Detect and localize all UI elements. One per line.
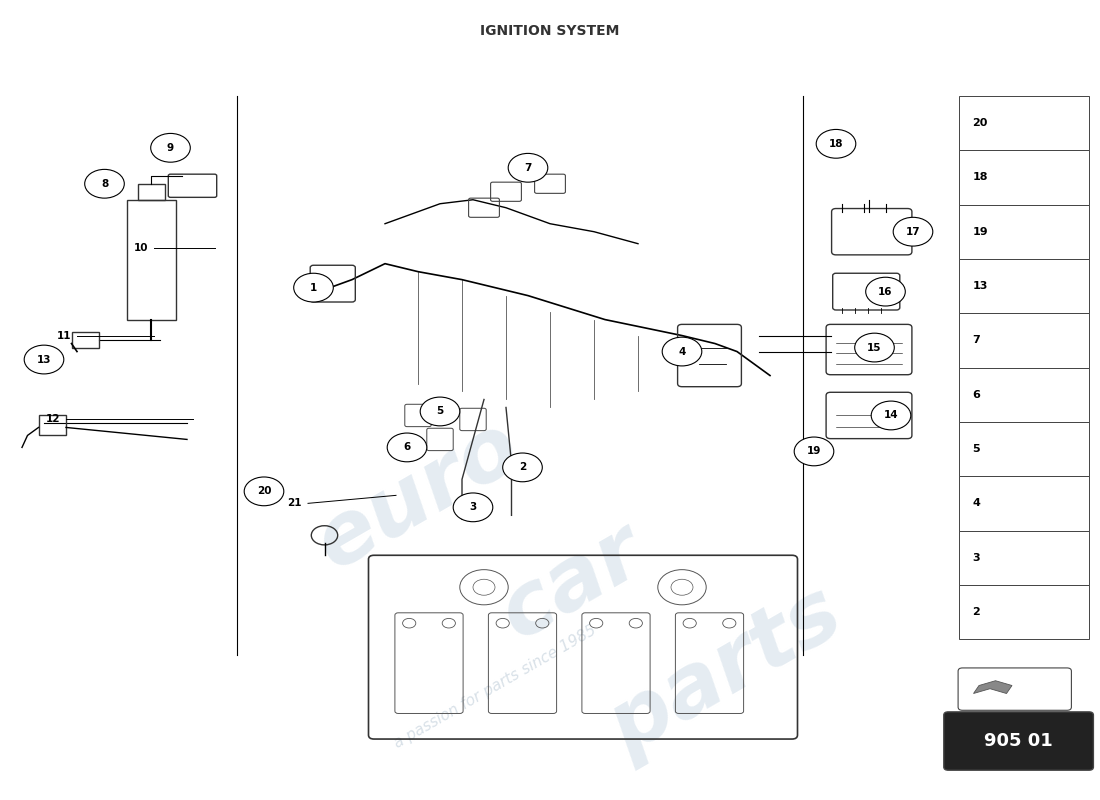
Text: 8: 8 [101,178,108,189]
Text: 2: 2 [519,462,526,472]
Text: parts: parts [595,571,857,770]
Circle shape [855,333,894,362]
Text: 16: 16 [878,286,893,297]
FancyBboxPatch shape [959,476,1089,530]
Text: 20: 20 [972,118,988,128]
FancyBboxPatch shape [958,668,1071,710]
Text: 18: 18 [972,172,988,182]
Circle shape [294,274,333,302]
Text: 14: 14 [883,410,899,421]
FancyBboxPatch shape [959,205,1089,259]
Circle shape [420,397,460,426]
Text: IGNITION SYSTEM: IGNITION SYSTEM [481,24,619,38]
Text: 10: 10 [133,242,148,253]
Circle shape [387,433,427,462]
Text: 4: 4 [679,346,685,357]
Text: 17: 17 [905,226,921,237]
Text: a passion for parts since 1985: a passion for parts since 1985 [392,623,598,751]
Text: 11: 11 [56,330,72,341]
Circle shape [85,170,124,198]
Text: 5: 5 [437,406,443,417]
Circle shape [453,493,493,522]
Text: 3: 3 [972,553,980,562]
Circle shape [662,337,702,366]
FancyBboxPatch shape [959,96,1089,150]
Text: 9: 9 [167,143,174,153]
FancyBboxPatch shape [959,367,1089,422]
Text: 13: 13 [36,354,52,365]
Text: car: car [485,510,659,657]
FancyBboxPatch shape [959,585,1089,639]
FancyBboxPatch shape [959,150,1089,205]
Text: 19: 19 [972,226,988,237]
Text: 5: 5 [972,444,980,454]
Text: 7: 7 [525,162,531,173]
Text: 12: 12 [45,414,60,425]
Circle shape [816,130,856,158]
FancyBboxPatch shape [959,530,1089,585]
Circle shape [794,437,834,466]
Text: 905 01: 905 01 [984,733,1053,750]
Polygon shape [974,681,1012,694]
Circle shape [244,477,284,506]
Text: 13: 13 [972,281,988,291]
Text: 18: 18 [828,139,844,149]
Circle shape [871,401,911,430]
FancyBboxPatch shape [959,259,1089,313]
Text: 20: 20 [256,486,272,496]
Text: 6: 6 [404,442,410,453]
Text: 4: 4 [972,498,980,508]
Circle shape [508,154,548,182]
Text: 2: 2 [972,607,980,617]
Text: 7: 7 [972,335,980,346]
Text: 1: 1 [310,282,317,293]
FancyBboxPatch shape [959,422,1089,476]
Circle shape [866,278,905,306]
Circle shape [503,453,542,482]
Text: 21: 21 [287,498,303,508]
FancyBboxPatch shape [944,712,1093,770]
Circle shape [24,345,64,374]
Text: 3: 3 [470,502,476,512]
Text: 15: 15 [867,342,882,353]
Text: 6: 6 [972,390,980,400]
Text: 19: 19 [806,446,822,457]
FancyBboxPatch shape [959,313,1089,367]
Circle shape [893,218,933,246]
Text: euro: euro [301,404,535,586]
Circle shape [151,134,190,162]
